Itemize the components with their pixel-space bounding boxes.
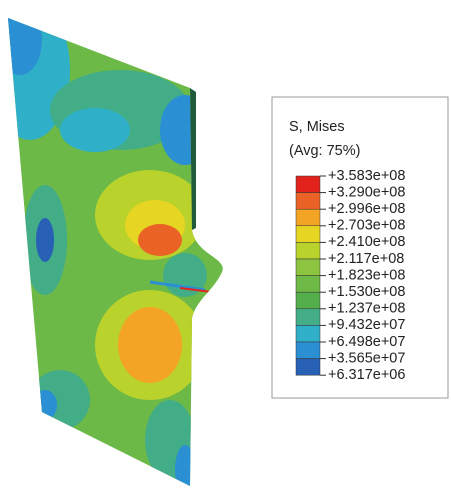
legend-label: +1.530e+08 [328, 284, 405, 300]
legend-subtitle: (Avg: 75%) [289, 143, 360, 159]
contour-plate [8, 18, 223, 486]
color-band [295, 325, 321, 343]
legend-label: +3.583e+08 [328, 168, 405, 184]
legend-label: +1.237e+08 [328, 301, 405, 317]
legend-label: +2.410e+08 [328, 234, 405, 250]
color-band [295, 341, 321, 359]
color-band [295, 258, 321, 276]
color-band [295, 225, 321, 243]
color-band [295, 291, 321, 310]
color-band [295, 208, 321, 227]
legend-label: +2.996e+08 [328, 201, 405, 217]
color-band [295, 192, 321, 210]
legend-label: +6.498e+07 [328, 334, 405, 350]
legend-label: +3.565e+07 [328, 350, 405, 366]
legend-label: +3.290e+08 [328, 184, 405, 200]
legend-title: S, Mises [289, 119, 345, 135]
legend-label: +1.823e+08 [328, 267, 405, 283]
color-bar: +3.583e+08+3.290e+08+2.996e+08+2.703e+08… [295, 168, 405, 383]
legend-label: +9.432e+07 [328, 317, 405, 333]
legend-label: +2.703e+08 [328, 218, 405, 234]
color-band [295, 242, 321, 260]
color-band [295, 358, 321, 376]
color-band [295, 275, 321, 293]
color-band [295, 308, 321, 326]
legend-label: +2.117e+08 [328, 251, 404, 267]
legend-label: +6.317e+06 [328, 367, 405, 383]
plate-edge [190, 88, 196, 230]
color-band [295, 175, 321, 193]
